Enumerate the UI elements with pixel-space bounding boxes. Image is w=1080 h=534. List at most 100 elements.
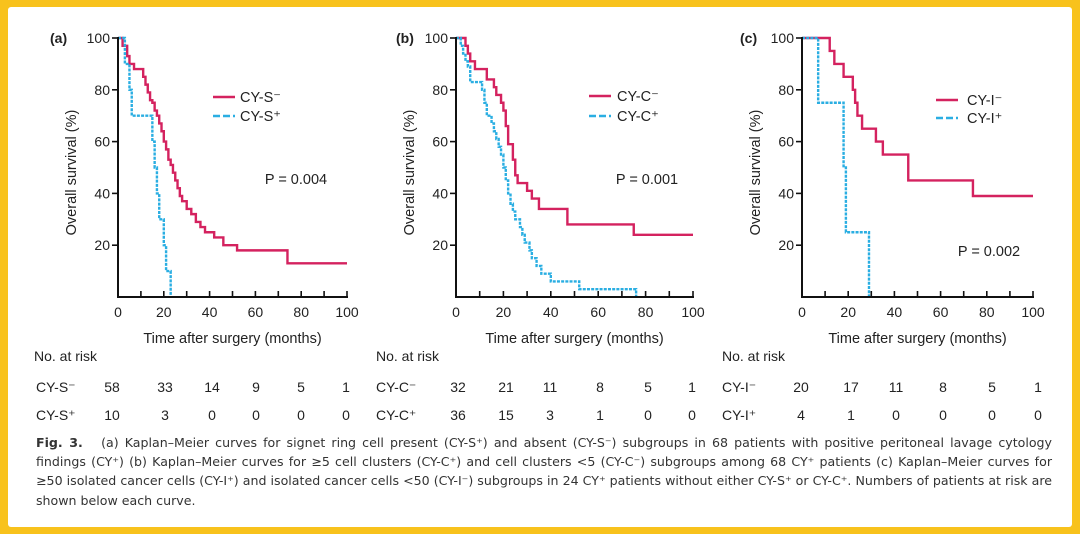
at-risk-value: 0: [1034, 407, 1042, 423]
survival-curve-negative: [118, 36, 347, 265]
legend-label: CY-C⁻: [617, 89, 659, 105]
panel-label: (b): [396, 30, 414, 46]
x-tick-label: 100: [1021, 304, 1045, 320]
at-risk-value: 1: [342, 379, 350, 395]
legend-label: CY-I⁻: [967, 93, 1002, 109]
y-tick-label: 60: [432, 134, 448, 150]
legend-label: CY-S⁺: [240, 109, 281, 125]
panel-label: (a): [50, 30, 67, 46]
at-risk-row-label: CY-C⁻: [376, 379, 416, 395]
x-tick-label: 40: [543, 304, 559, 320]
y-tick-label: 80: [94, 82, 110, 98]
p-value: P = 0.001: [616, 172, 678, 188]
at-risk-value: 11: [889, 379, 904, 395]
x-tick-label: 80: [979, 304, 995, 320]
at-risk-value: 14: [204, 379, 220, 395]
at-risk-value: 0: [644, 407, 652, 423]
at-risk-value: 0: [252, 407, 260, 423]
at-risk-value: 8: [939, 379, 947, 395]
x-tick-label: 60: [590, 304, 606, 320]
x-tick-label: 20: [156, 304, 172, 320]
x-tick-label: 40: [887, 304, 903, 320]
at-risk-value: 0: [988, 407, 996, 423]
at-risk-value: 10: [104, 407, 120, 423]
y-tick-label: 100: [425, 30, 449, 46]
y-tick-label: 60: [94, 134, 110, 150]
at-risk-value: 21: [498, 379, 514, 395]
y-tick-label: 20: [432, 237, 448, 253]
x-axis-label: Time after surgery (months): [485, 331, 663, 347]
at-risk-value: 20: [793, 379, 809, 395]
at-risk-value: 36: [450, 407, 466, 423]
y-axis-label: Overall survival (%): [64, 110, 80, 236]
at-risk-value: 4: [797, 407, 805, 423]
survival-curve-negative: [802, 36, 1033, 198]
at-risk-value: 33: [157, 379, 173, 395]
at-risk-title: No. at risk: [34, 348, 98, 364]
caption-label: Fig. 3.: [36, 435, 83, 450]
y-tick-label: 40: [94, 185, 110, 201]
x-tick-label: 0: [798, 304, 806, 320]
at-risk-value: 11: [543, 379, 558, 395]
caption-text: (a) Kaplan–Meier curves for signet ring …: [36, 435, 1052, 508]
at-risk-value: 32: [450, 379, 466, 395]
survival-curve-positive: [802, 36, 871, 297]
y-tick-label: 80: [432, 82, 448, 98]
y-tick-label: 60: [778, 134, 794, 150]
at-risk-row-label: CY-S⁺: [36, 407, 76, 423]
at-risk-value: 3: [161, 407, 169, 423]
survival-curve-negative: [456, 36, 693, 237]
y-tick-label: 40: [778, 185, 794, 201]
x-tick-label: 0: [452, 304, 460, 320]
legend-label: CY-S⁻: [240, 90, 281, 106]
at-risk-value: 0: [939, 407, 947, 423]
at-risk-title: No. at risk: [376, 348, 440, 364]
at-risk-value: 15: [498, 407, 514, 423]
y-tick-label: 20: [778, 237, 794, 253]
at-risk-title: No. at risk: [722, 348, 786, 364]
at-risk-value: 1: [596, 407, 604, 423]
x-tick-label: 20: [496, 304, 512, 320]
p-value: P = 0.004: [265, 172, 327, 188]
at-risk-value: 17: [843, 379, 859, 395]
y-tick-label: 100: [771, 30, 795, 46]
x-tick-label: 60: [248, 304, 264, 320]
at-risk-value: 0: [688, 407, 696, 423]
survival-curve-positive: [118, 36, 172, 297]
x-axis-label: Time after surgery (months): [828, 331, 1006, 347]
at-risk-value: 58: [104, 379, 120, 395]
y-tick-label: 80: [778, 82, 794, 98]
at-risk-value: 1: [688, 379, 696, 395]
at-risk-row-label: CY-S⁻: [36, 379, 76, 395]
at-risk-row-label: CY-I⁻: [722, 379, 756, 395]
at-risk-value: 0: [342, 407, 350, 423]
at-risk-row-label: CY-C⁺: [376, 407, 416, 423]
x-tick-label: 100: [681, 304, 705, 320]
at-risk-value: 3: [546, 407, 554, 423]
at-risk-value: 0: [208, 407, 216, 423]
x-tick-label: 60: [933, 304, 949, 320]
at-risk-value: 1: [847, 407, 855, 423]
x-tick-label: 100: [335, 304, 359, 320]
y-tick-label: 40: [432, 185, 448, 201]
at-risk-value: 0: [892, 407, 900, 423]
at-risk-value: 1: [1034, 379, 1042, 395]
x-tick-label: 80: [638, 304, 654, 320]
at-risk-row-label: CY-I⁺: [722, 407, 756, 423]
survival-curve-positive: [456, 36, 638, 297]
y-tick-label: 20: [94, 237, 110, 253]
legend-label: CY-I⁺: [967, 111, 1002, 127]
at-risk-value: 5: [988, 379, 996, 395]
p-value: P = 0.002: [958, 244, 1020, 260]
at-risk-value: 8: [596, 379, 604, 395]
at-risk-value: 5: [644, 379, 652, 395]
x-tick-label: 20: [840, 304, 856, 320]
x-axis-label: Time after surgery (months): [143, 331, 321, 347]
at-risk-value: 0: [297, 407, 305, 423]
panel-label: (c): [740, 30, 757, 46]
